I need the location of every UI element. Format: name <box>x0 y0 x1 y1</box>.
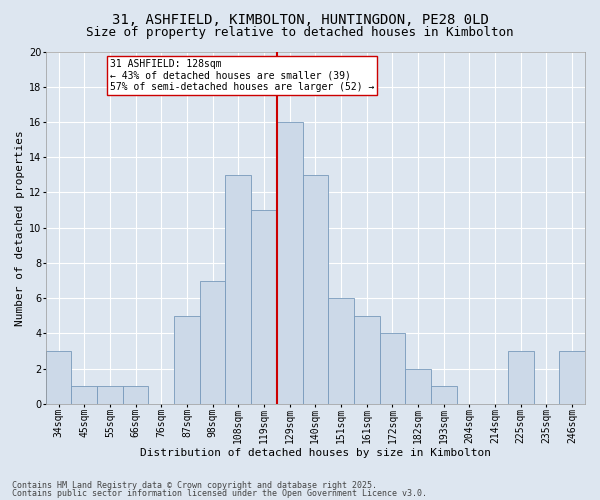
Text: Contains public sector information licensed under the Open Government Licence v3: Contains public sector information licen… <box>12 489 427 498</box>
Bar <box>559 351 585 404</box>
Bar <box>200 280 226 404</box>
Text: 31, ASHFIELD, KIMBOLTON, HUNTINGDON, PE28 0LD: 31, ASHFIELD, KIMBOLTON, HUNTINGDON, PE2… <box>112 12 488 26</box>
Text: Contains HM Land Registry data © Crown copyright and database right 2025.: Contains HM Land Registry data © Crown c… <box>12 481 377 490</box>
Text: 31 ASHFIELD: 128sqm
← 43% of detached houses are smaller (39)
57% of semi-detach: 31 ASHFIELD: 128sqm ← 43% of detached ho… <box>110 58 374 92</box>
Bar <box>97 386 123 404</box>
Bar <box>354 316 380 404</box>
X-axis label: Distribution of detached houses by size in Kimbolton: Distribution of detached houses by size … <box>140 448 491 458</box>
Bar <box>431 386 457 404</box>
Bar <box>123 386 148 404</box>
Bar <box>174 316 200 404</box>
Bar <box>328 298 354 404</box>
Bar <box>380 334 405 404</box>
Bar <box>508 351 533 404</box>
Bar <box>226 175 251 404</box>
Bar <box>71 386 97 404</box>
Bar <box>302 175 328 404</box>
Bar <box>251 210 277 404</box>
Y-axis label: Number of detached properties: Number of detached properties <box>15 130 25 326</box>
Bar <box>277 122 302 404</box>
Text: Size of property relative to detached houses in Kimbolton: Size of property relative to detached ho… <box>86 26 514 39</box>
Bar <box>46 351 71 404</box>
Bar <box>405 368 431 404</box>
